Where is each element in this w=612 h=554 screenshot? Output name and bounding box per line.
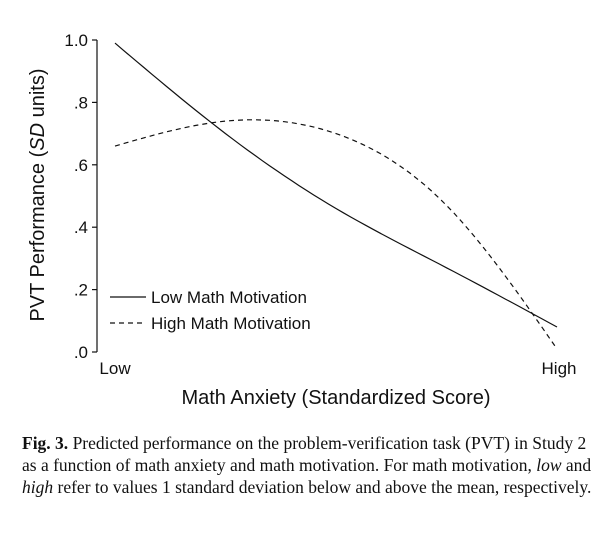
y-tick-label: .2 [74,281,88,300]
y-axis-title: PVT Performance (SD units) [27,68,49,321]
x-tick-label-high: High [542,359,577,378]
caption-label: Fig. 3. [22,433,69,453]
y-axis-title-prefix: PVT Performance ( [27,150,49,321]
caption-high-word: high [22,477,54,497]
caption-text-2: and [561,455,592,475]
y-tick-label: .0 [74,343,88,362]
series-layer [114,42,558,350]
y-tick-label: .6 [74,156,88,175]
series-line-high-motivation [114,119,558,350]
line-chart: .0 .2 .4 .6 .8 1.0 Low High Low Math Motivatio… [27,31,576,409]
legend-label: Low Math Motivation [151,288,307,307]
figure-caption: Fig. 3. Predicted performance on the pro… [22,432,592,498]
y-axis-title-suffix: units) [27,68,49,122]
caption-text-1: Predicted performance on the problem-ver… [22,433,587,475]
legend: Low Math Motivation High Math Motivation [110,288,311,333]
x-axis-ticks: Low High [99,359,576,378]
y-tick-label: 1.0 [64,31,88,50]
series-line-low-motivation [114,42,558,328]
y-axis-ticks: .0 .2 .4 .6 .8 1.0 [64,31,97,362]
caption-text-3: refer to values 1 standard deviation bel… [53,477,592,497]
x-tick-label-low: Low [99,359,131,378]
chart-canvas: .0 .2 .4 .6 .8 1.0 Low High Low Math Motivatio… [27,31,576,409]
legend-label: High Math Motivation [151,314,311,333]
y-tick-label: .8 [74,93,88,112]
y-axis-title-italic: SD [27,123,49,151]
y-tick-label: .4 [74,218,88,237]
x-axis-title: Math Anxiety (Standardized Score) [181,387,490,409]
caption-low-word: low [536,455,562,475]
